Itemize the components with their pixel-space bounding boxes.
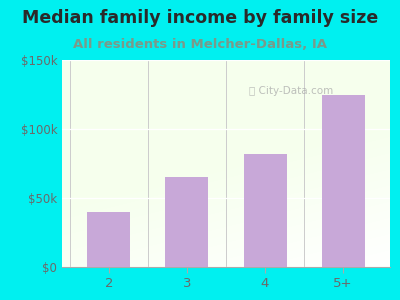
Text: All residents in Melcher-Dallas, IA: All residents in Melcher-Dallas, IA [73, 38, 327, 50]
Bar [87, 212, 130, 267]
Bar [244, 154, 286, 267]
Text: Median family income by family size: Median family income by family size [22, 9, 378, 27]
Text: ⓘ City-Data.com: ⓘ City-Data.com [250, 86, 334, 96]
Bar [166, 177, 208, 267]
Bar [322, 94, 365, 267]
